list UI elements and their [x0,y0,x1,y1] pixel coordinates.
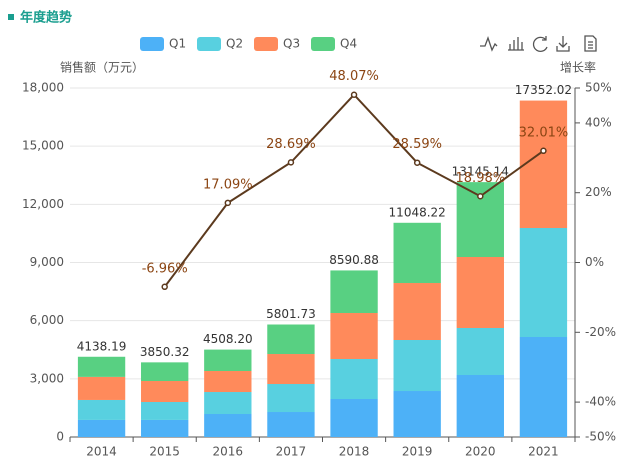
total-label: 13145.14 [452,165,509,179]
bar-segment [330,313,378,359]
x-tick-label: 2016 [213,445,244,459]
y2-axis-label: 增长率 [560,60,596,75]
y2-tick-label: -40% [585,395,616,409]
bar-segment [393,222,441,284]
total-label: 11048.22 [389,205,446,219]
bar-segment [330,398,378,437]
y-tick-label: 3,000 [30,371,64,385]
growth-point [477,193,484,200]
total-label: 5801.73 [266,307,316,321]
growth-point [224,199,232,207]
x-tick-label: 2014 [86,445,117,459]
y2-tick-label: 50% [585,81,612,95]
bar-segment [77,419,126,437]
total-label: 3850.32 [140,345,190,359]
y2-tick-label: 40% [585,115,612,129]
y-axis-label: 销售额（万元） [60,60,144,75]
growth-point [161,283,168,291]
growth-label: 48.07% [329,69,379,84]
y-tick-label: 15,000 [22,139,64,153]
bar-segment [267,324,315,355]
x-tick-label: 2018 [339,445,370,459]
bar-segment [77,376,126,400]
bar-segment [330,270,378,314]
bar-segment [393,339,441,392]
total-label: 4138.19 [77,339,127,353]
bar-segment [456,327,504,375]
x-tick-label: 2021 [528,445,559,459]
bar-segment [204,371,252,393]
growth-point [287,159,295,166]
bar-segment [204,392,252,415]
growth-point [540,147,547,155]
growth-label: 18.98% [456,171,506,186]
growth-point [413,159,421,166]
bar-segment [141,362,189,382]
bar-segment [141,419,189,437]
legend-label: Q4 [340,37,357,51]
bar-segment [519,336,568,437]
bar-segment [519,100,568,229]
x-tick-label: 2017 [276,445,307,459]
x-tick-label: 2019 [402,445,433,459]
y-tick-label: 9,000 [30,255,64,269]
growth-label: 28.69% [266,137,316,152]
y-tick-label: 0 [56,430,64,444]
bar-segment [204,414,252,437]
growth-label: -6.96% [142,261,188,276]
legend-swatch [197,37,221,51]
chart-title: 年度趋势 [20,10,72,26]
y2-tick-label: -20% [585,325,616,339]
bar-segment [77,399,126,420]
x-tick-label: 2020 [465,445,496,459]
bar-segment [267,412,315,437]
total-label: 17352.02 [515,83,572,97]
legend-label: Q1 [169,37,186,51]
legend-label: Q3 [283,37,300,51]
legend-swatch [254,37,278,51]
bar-segment [330,358,378,399]
bar-segment [393,283,441,340]
bar-segment [456,374,504,437]
y2-tick-label: 20% [585,185,612,199]
y-tick-label: 12,000 [22,197,64,211]
growth-label: 28.59% [392,137,442,152]
growth-label: 17.09% [203,177,253,192]
toolbox[interactable] [480,35,597,52]
legend-swatch [311,37,335,51]
y-tick-label: 18,000 [22,81,64,95]
title-marker [8,14,14,20]
bar-segment [393,391,441,437]
total-label: 4508.20 [203,332,253,346]
x-tick-label: 2015 [149,445,180,459]
bar-segment [141,402,189,420]
total-label: 8590.88 [329,253,379,267]
bar-segment [519,228,568,337]
bar-segment [456,256,504,328]
y-tick-label: 6,000 [30,313,64,327]
bar-segment [77,356,126,377]
bar-segment [267,354,315,385]
growth-point [350,91,358,98]
bar-segment [204,349,252,372]
legend-swatch [140,37,164,51]
legend-label: Q2 [226,37,243,51]
bar-segment [267,384,315,413]
y2-tick-label: -50% [585,430,616,444]
growth-label: 32.01% [519,125,569,140]
y2-tick-label: 0% [585,255,604,269]
bar-segment [141,381,189,403]
